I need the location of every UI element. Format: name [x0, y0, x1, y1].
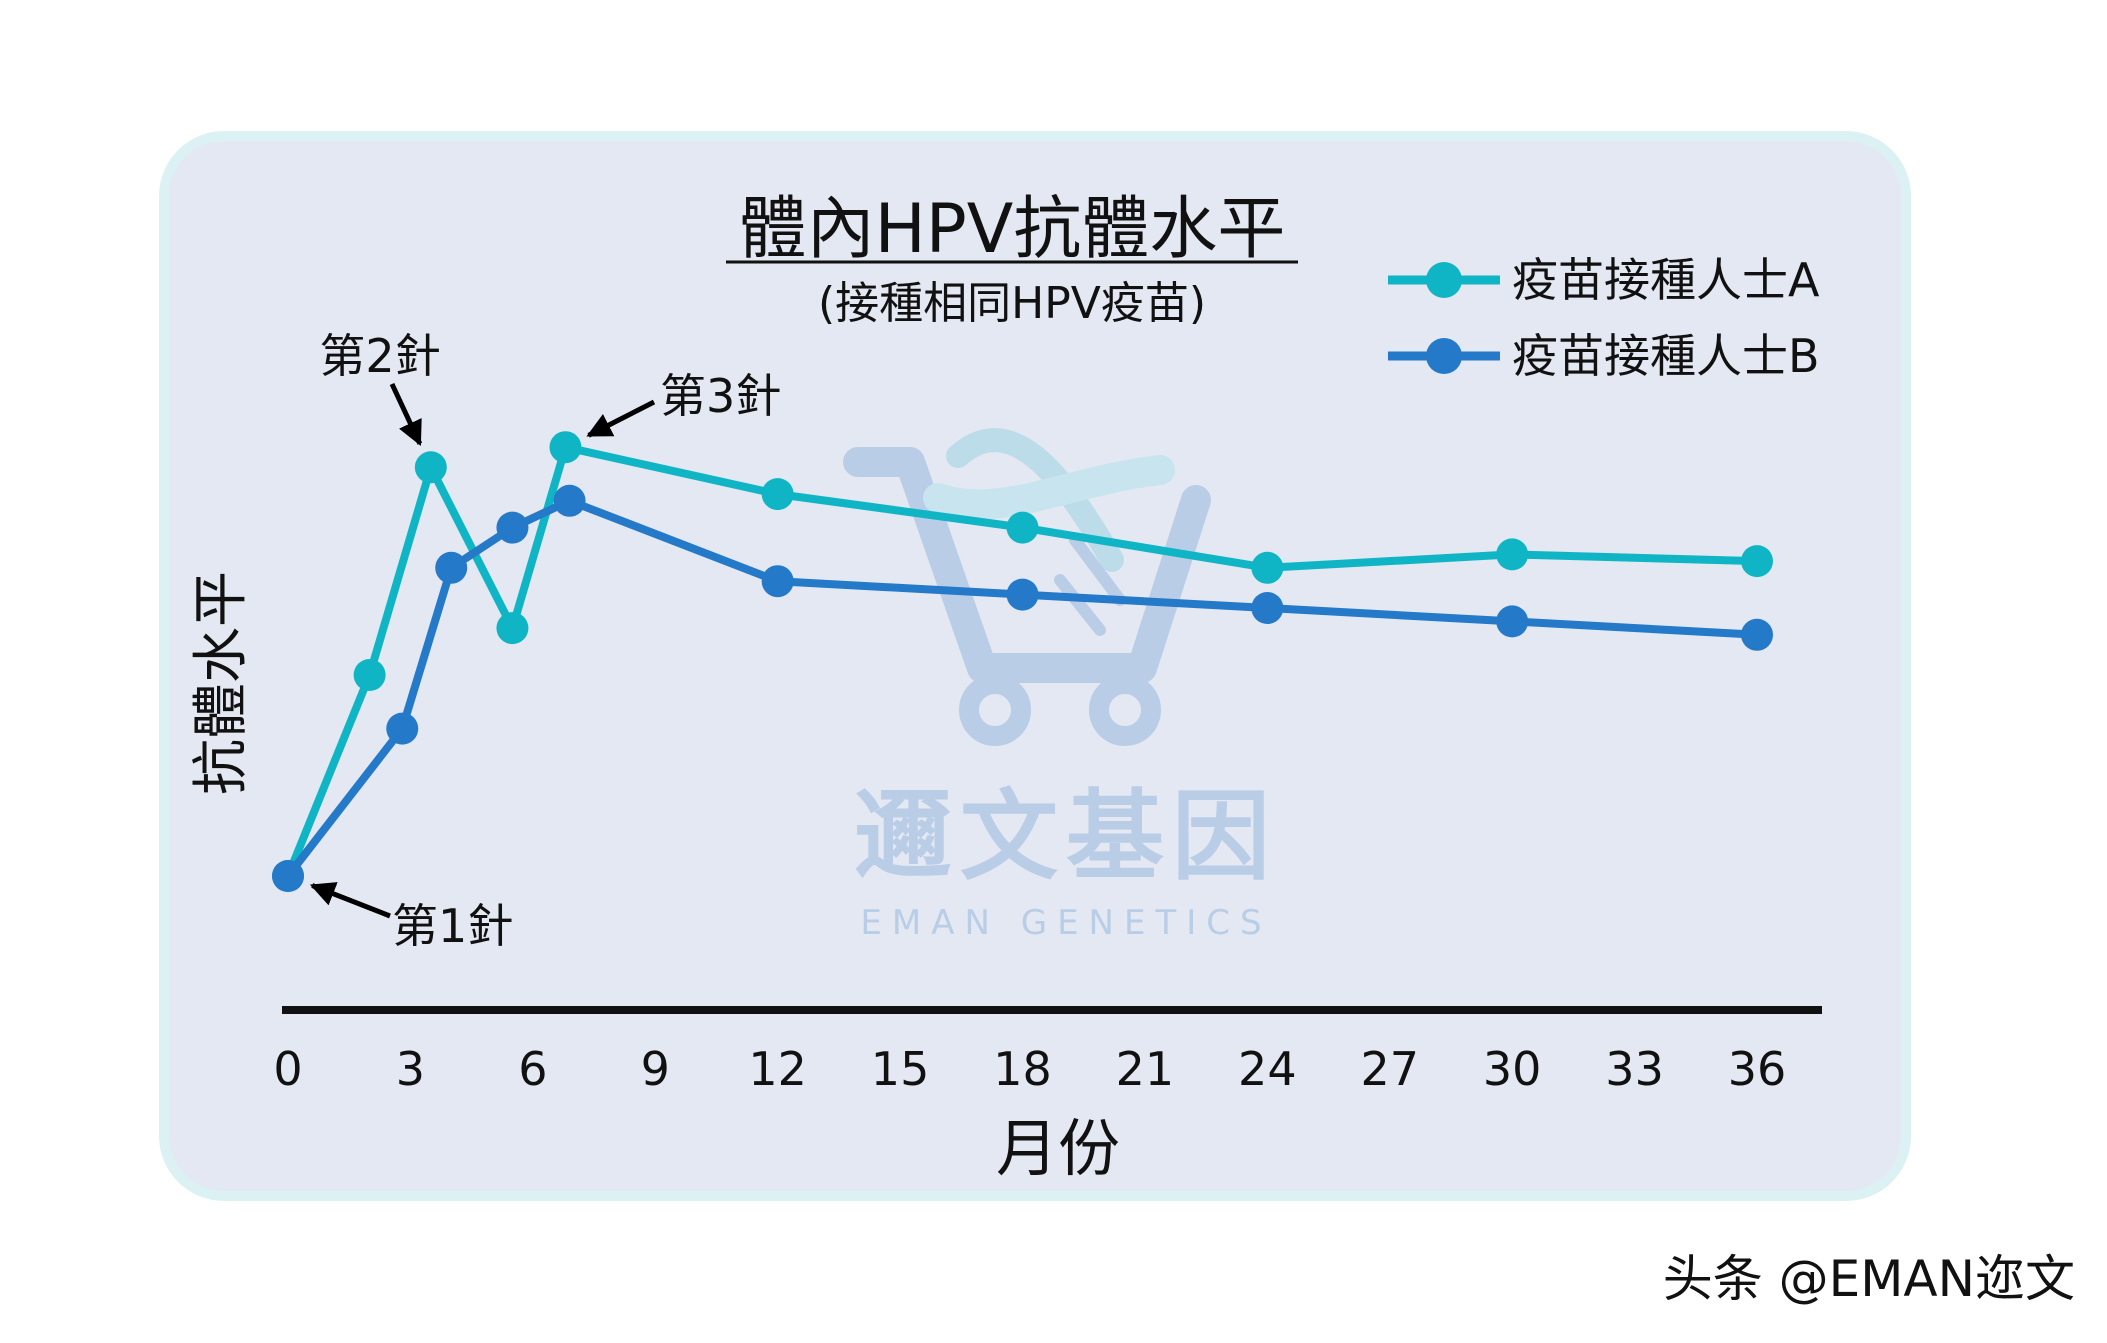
watermark-name-en: EMAN GENETICS — [860, 903, 1271, 943]
data-point — [1496, 538, 1529, 571]
data-point — [496, 612, 529, 645]
data-point — [1006, 511, 1039, 544]
watermark-name-zh: 邇文基因 — [854, 780, 1278, 894]
x-tick-label: 0 — [273, 1042, 302, 1096]
credit-text: 头条 @EMAN迩文 — [1663, 1250, 2075, 1308]
data-point — [386, 712, 419, 745]
legend-marker-b — [1426, 338, 1462, 374]
data-point — [272, 860, 304, 892]
legend-marker-a — [1426, 262, 1462, 298]
annotation-arrow — [389, 382, 423, 446]
data-point — [553, 484, 586, 517]
x-tick-label: 3 — [396, 1042, 425, 1096]
watermark: 邇文基因 EMAN GENETICS — [843, 428, 1278, 943]
chart-subtitle: (接種相同HPV疫苗) — [818, 278, 1206, 329]
data-point — [1741, 618, 1773, 651]
data-point — [1251, 592, 1284, 624]
data-point — [761, 478, 794, 511]
x-tick-label: 18 — [993, 1042, 1052, 1096]
data-point — [1251, 551, 1284, 584]
data-point — [549, 431, 582, 464]
data-point — [496, 511, 529, 544]
annotation-arrow — [309, 882, 391, 919]
x-tick-label: 9 — [641, 1042, 670, 1096]
x-tick-label: 27 — [1360, 1042, 1419, 1096]
annotation-label: 第2針 — [319, 329, 440, 383]
series-b — [272, 484, 1773, 892]
cart-dna-logo-icon — [843, 428, 1211, 746]
data-point — [1006, 578, 1039, 611]
series-layer — [272, 431, 1773, 892]
x-tick-label: 33 — [1605, 1042, 1664, 1096]
data-point — [1496, 605, 1529, 638]
data-point — [1741, 545, 1773, 578]
x-axis-label: 月份 — [996, 1112, 1120, 1185]
data-point — [353, 659, 386, 691]
x-tick-label: 12 — [748, 1042, 807, 1096]
annotation-label: 第1針 — [392, 899, 513, 953]
data-point — [414, 451, 447, 484]
x-tick-label: 6 — [518, 1042, 547, 1096]
data-point — [761, 565, 794, 598]
series-line — [284, 496, 1761, 880]
x-tick-labels: 0 3 6 9 12 15 18 21 24 27 30 33 36 — [273, 1042, 1786, 1096]
x-tick-label: 30 — [1483, 1042, 1542, 1096]
annotation-label: 第3針 — [660, 369, 781, 423]
legend-label-b: 疫苗接種人士B — [1512, 329, 1820, 383]
legend-label-a: 疫苗接種人士A — [1512, 253, 1820, 307]
legend: 疫苗接種人士A 疫苗接種人士B — [1388, 253, 1820, 383]
chart-title: 體內HPV抗體水平 — [739, 190, 1286, 269]
x-tick-label: 15 — [871, 1042, 930, 1096]
data-point — [435, 551, 468, 584]
x-tick-label: 21 — [1116, 1042, 1175, 1096]
annotation-arrow — [586, 399, 656, 438]
y-axis-label: 抗體水平 — [189, 571, 254, 795]
x-tick-label: 24 — [1238, 1042, 1297, 1096]
series-line — [284, 443, 1761, 880]
x-tick-label: 36 — [1728, 1042, 1787, 1096]
